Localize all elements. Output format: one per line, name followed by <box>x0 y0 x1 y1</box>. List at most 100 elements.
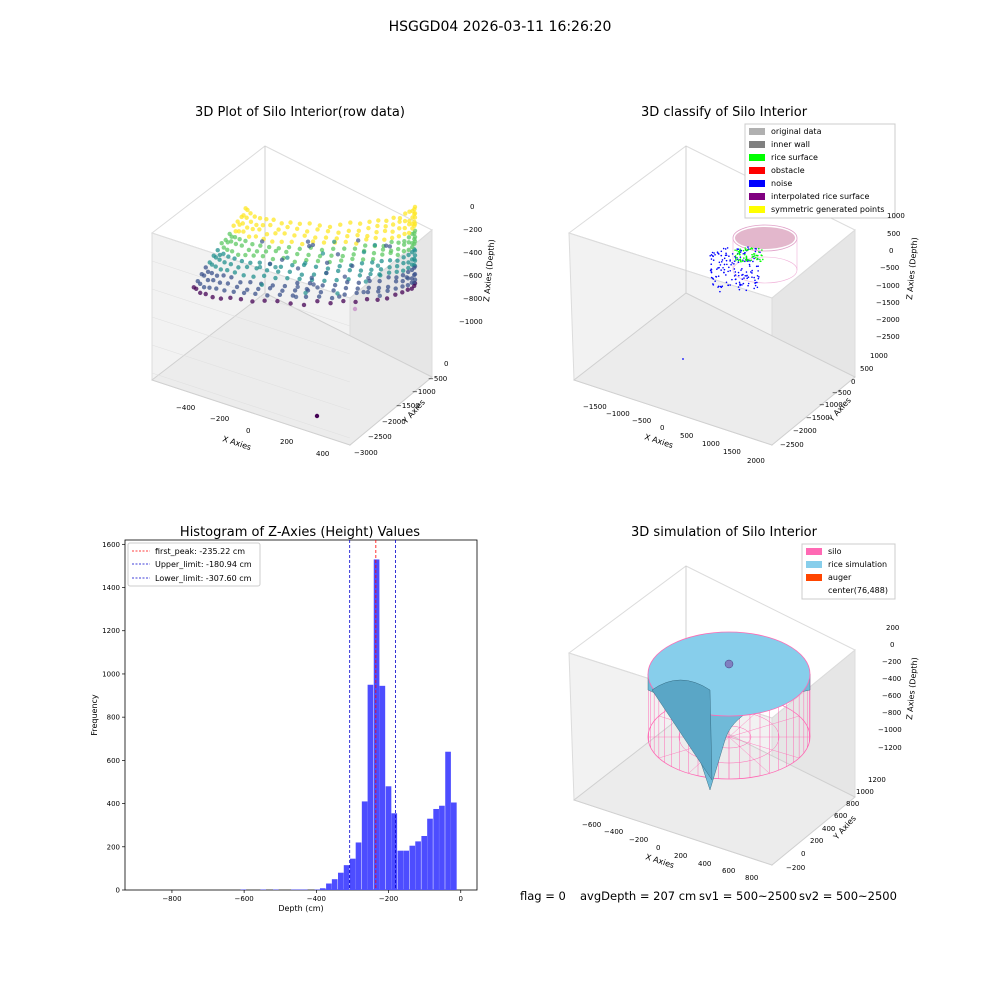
panel2-legend-swatch-6 <box>749 206 765 213</box>
p1-point-167 <box>328 300 333 306</box>
p2-noise-27 <box>743 277 745 279</box>
panel2-ztick-6: −2000 <box>876 316 900 324</box>
p1-point-333 <box>205 277 211 283</box>
p1-point-352 <box>235 219 240 224</box>
p2-noise-24 <box>737 261 740 263</box>
p2-noise-34 <box>718 261 721 264</box>
panel2-xtick-2: −500 <box>632 417 651 425</box>
p2-noise-51 <box>721 259 724 261</box>
p1-point-390 <box>335 252 341 257</box>
p1-point-398 <box>259 239 265 244</box>
panel4-ztick-2: −200 <box>882 658 901 666</box>
hist-ytick-label-8: 1600 <box>102 541 120 549</box>
p1-point-129 <box>364 237 369 242</box>
panel1-title: 3D Plot of Silo Interior(row data) <box>195 105 405 120</box>
panel2-ztick-3: −500 <box>880 264 899 272</box>
p1-point-272 <box>251 253 256 258</box>
panel2-ztick-0: 1000 <box>887 212 905 220</box>
p1-point-353 <box>231 223 236 228</box>
hist-bar-13 <box>355 842 362 890</box>
p2-noise-23 <box>717 275 720 278</box>
p1-point-323 <box>244 215 249 220</box>
p1-point-103 <box>380 247 386 252</box>
p1-point-334 <box>201 285 207 290</box>
panel4-legend-label-2: auger <box>828 573 852 582</box>
panel3-ref-lines <box>349 540 396 890</box>
p1-point-258 <box>260 253 266 259</box>
p1-point-255 <box>270 239 275 244</box>
p2-surface-166 <box>749 248 752 250</box>
panel2-legend-box <box>744 123 896 219</box>
hist-ytick-label-2: 400 <box>107 800 120 808</box>
p1-point-97 <box>384 296 390 301</box>
p2-noise-3 <box>757 265 759 268</box>
p1-point-254 <box>273 231 278 236</box>
p1-point-65 <box>401 268 406 273</box>
p1-point-168 <box>338 222 343 227</box>
p1-point-188 <box>315 258 321 264</box>
p2-noise-137 <box>740 249 743 252</box>
panel1-ytick-1: −500 <box>428 375 447 383</box>
p1-point-239 <box>285 224 290 230</box>
p1-point-222 <box>277 292 283 298</box>
p1-point-99 <box>383 224 388 229</box>
p2-noise-100 <box>742 252 745 255</box>
p1-point-68 <box>400 284 405 289</box>
p1-point-67 <box>400 278 405 284</box>
p1-point-268 <box>264 231 270 237</box>
panel2-ytick-1: 500 <box>860 365 873 373</box>
silo-spoke-1 <box>728 736 800 759</box>
p1-point-161 <box>337 263 342 269</box>
p1-point-141 <box>356 228 362 233</box>
p1-gridline-1 <box>151 260 351 327</box>
p1-point-211 <box>304 229 310 234</box>
p1-point-83 <box>393 292 398 297</box>
p1-point-216 <box>292 259 297 264</box>
p1-point-375 <box>361 249 367 255</box>
p2-noise-78 <box>718 266 720 269</box>
p1-point-145 <box>351 252 356 257</box>
p1-point-307 <box>210 294 215 300</box>
panel4-xtick-7: 800 <box>745 874 758 882</box>
panel4-ztick-4: −600 <box>882 692 901 700</box>
p1-point-130 <box>363 243 368 248</box>
p1-point-252 <box>279 221 284 226</box>
hist-ytick-label-1: 200 <box>107 843 120 851</box>
p1-point-237 <box>262 298 267 303</box>
p1-point-350 <box>243 206 248 211</box>
p1-point-181 <box>315 298 320 304</box>
p1-point-45 <box>406 230 412 236</box>
p1-point-34 <box>409 244 415 250</box>
panel4-rice-surface <box>647 631 811 791</box>
panel4-ytick-0: 1200 <box>868 776 886 784</box>
p1-gridline-5 <box>151 372 351 439</box>
p1-point-8 <box>412 253 418 258</box>
p1-point-124 <box>365 289 371 295</box>
p2-noise-6 <box>727 270 729 273</box>
p1-point-379 <box>305 239 311 244</box>
p2-noise-133 <box>720 254 723 257</box>
p2-noise-10 <box>720 260 723 263</box>
hist-ytick-label-3: 600 <box>107 757 120 765</box>
p2-noise-144 <box>752 260 754 263</box>
p1-point-402 <box>363 279 369 284</box>
p1-point-93 <box>386 270 392 275</box>
p2-noise-127 <box>737 286 740 288</box>
p1-point-213 <box>300 241 305 247</box>
p1-point-140 <box>357 221 363 226</box>
p2-noise-4 <box>728 266 730 269</box>
p1-point-224 <box>297 221 303 226</box>
p1-point-51 <box>406 265 411 271</box>
panel4-z-ticks: 200 0 −200 −400 −600 −800 −1000 −1200 <box>878 624 902 752</box>
p1-point-305 <box>217 280 223 285</box>
p2-surface-184 <box>744 253 746 256</box>
panel4-ztick-6: −1000 <box>878 726 902 734</box>
panel-raw-scatter: 3D Plot of Silo Interior(row data) −400 … <box>150 105 496 458</box>
p1-point-313 <box>233 241 239 247</box>
hist-xtick-label-4: 0 <box>459 895 463 903</box>
hist-bar-17 <box>379 685 386 890</box>
p1-point-50 <box>406 260 411 265</box>
p1-point-376 <box>273 265 278 270</box>
p1-point-182 <box>327 224 333 230</box>
p2-noise-150 <box>742 282 745 285</box>
